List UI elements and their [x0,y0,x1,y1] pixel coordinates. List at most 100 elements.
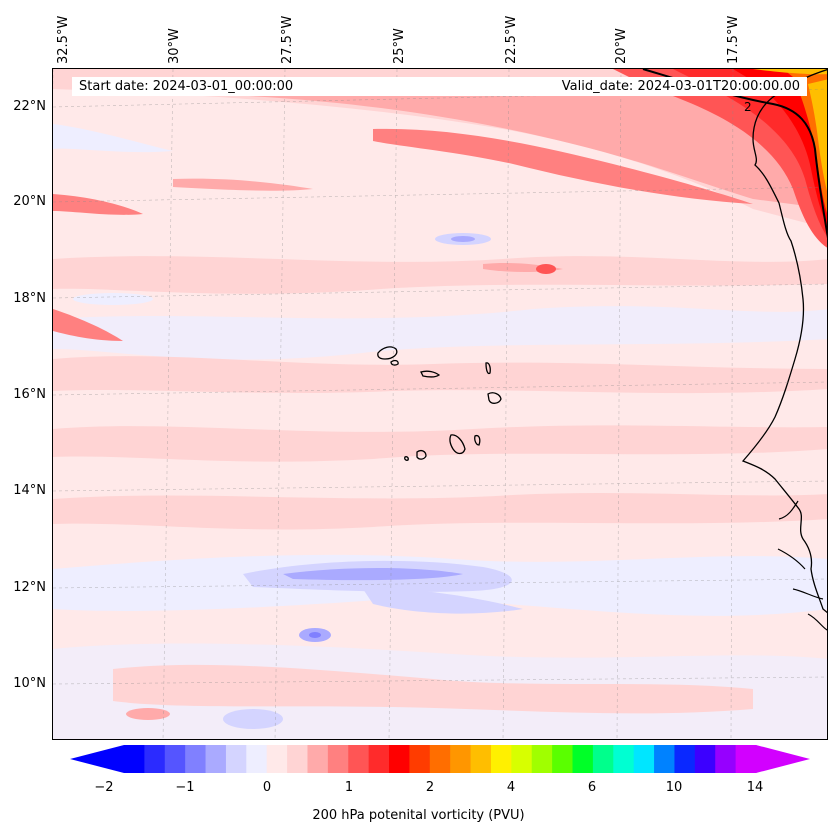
pv-positive-band [53,493,827,530]
colorbar-segment [450,745,472,773]
colorbar-segment [470,745,492,773]
map-area [52,68,828,740]
colorbar-segment [409,745,431,773]
longitude-label: 32.5°W [56,15,71,64]
colorbar-segment [144,745,166,773]
longitude-label: 30°W [167,28,182,64]
contour-label: 2 [744,100,752,114]
latitude-label: 18°N [13,291,46,306]
colorbar [70,745,810,773]
colorbar-segment [715,745,737,773]
colorbar-tick-label: 0 [262,780,272,795]
island-fogo [416,449,427,460]
pv-jet-band [53,194,143,215]
latitude-label: 12°N [13,580,46,595]
colorbar-segment [124,745,145,773]
latitude-label: 10°N [13,676,46,691]
island-sao-vicente [390,359,399,366]
latitude-label: 14°N [13,483,46,498]
start-date: Start date: 2024-03-01_00:00:00 [79,79,294,94]
pv-negative-band [363,588,523,614]
longitude-label: 20°W [614,28,629,64]
colorbar-segment [531,745,553,773]
colorbar-segment [633,745,655,773]
colorbar-segment [327,745,349,773]
pv-positive-cell [536,264,556,274]
pv-positive-band [53,356,827,394]
colorbar-extend-min [70,745,124,773]
colorbar-segment [225,745,247,773]
pv-negative-cell [73,293,153,305]
colorbar-extend-max [756,745,810,773]
pv-jet-band [203,89,827,209]
pv-negative-cell [223,709,283,729]
colorbar-tick-label: −2 [94,780,114,795]
pv-positive-band [53,425,827,462]
colorbar-label: 200 hPa potenital vorticity (PVU) [312,808,525,823]
latitude-label: 22°N [13,99,46,114]
colorbar-segment [348,745,370,773]
colorbar-tick-label: 1 [344,780,354,795]
colorbar-segment [246,745,268,773]
island-maio [474,434,481,446]
island-brava [404,456,409,461]
valid-date: Valid_date: 2024-03-01T20:00:00.00 [561,79,800,94]
island-sal [485,362,491,375]
pv-jet-band [173,178,313,191]
graticule [53,69,827,739]
latitude-label: 20°N [13,194,46,209]
colorbar-segment [266,745,288,773]
colorbar-segment [552,745,574,773]
pv-negative-band [53,306,827,360]
colorbar-segment [368,745,390,773]
colorbar-segment [654,745,675,773]
colorbar-segment [511,745,533,773]
colorbar-segment [287,745,308,773]
colorbar-tick-label: 10 [665,780,683,795]
pv-positive-band [113,664,753,714]
latitude-label: 16°N [13,387,46,402]
pv-negative-cell [451,236,475,242]
africa-coastline-detail [777,500,827,631]
island-sao-nicolau [420,370,441,378]
island-santiago [449,434,466,455]
pv-negative-band [53,124,173,153]
africa-coastline [741,69,827,614]
pv-positive-cell [126,708,170,720]
pv-negative-cell [309,632,321,638]
island-boa-vista [487,392,502,404]
colorbar-segment [429,745,451,773]
colorbar-segment [592,745,614,773]
pv-jet-band [373,128,753,204]
island-santo-antao [377,346,398,360]
longitude-label: 27.5°W [280,15,295,64]
colorbar-tick-label: −1 [175,780,195,795]
pv-positive-band [53,256,827,294]
colorbar-tick-label: 4 [506,780,516,795]
colorbar-segment [307,745,329,773]
colorbar-segment [674,745,696,773]
pv-negative-band [283,567,463,581]
longitude-label: 22.5°W [504,15,519,64]
pv-positive-cell [118,686,148,696]
colorbar-segment [694,745,716,773]
pv-max-region [753,69,827,75]
colorbar-segment [572,745,594,773]
longitude-label: 25°W [392,28,407,64]
longitude-label: 17.5°W [726,15,741,64]
pv-contour-map [53,69,827,739]
colorbar-segment [205,745,227,773]
info-bar: Start date: 2024-03-01_00:00:00 Valid_da… [72,77,807,96]
colorbar-segment [164,745,186,773]
colorbar-tick-label: 14 [746,780,764,795]
pv-max-region [808,79,827,192]
colorbar-segment [389,745,410,773]
colorbar-segment [735,745,757,773]
colorbar-tick-label: 6 [587,780,597,795]
colorbar-segment [185,745,207,773]
colorbar-segment [490,745,512,773]
colorbar-tick-label: 2 [425,780,435,795]
colorbar-segment [613,745,635,773]
pv-max-region [733,69,827,226]
pv-jet-band [53,309,123,341]
